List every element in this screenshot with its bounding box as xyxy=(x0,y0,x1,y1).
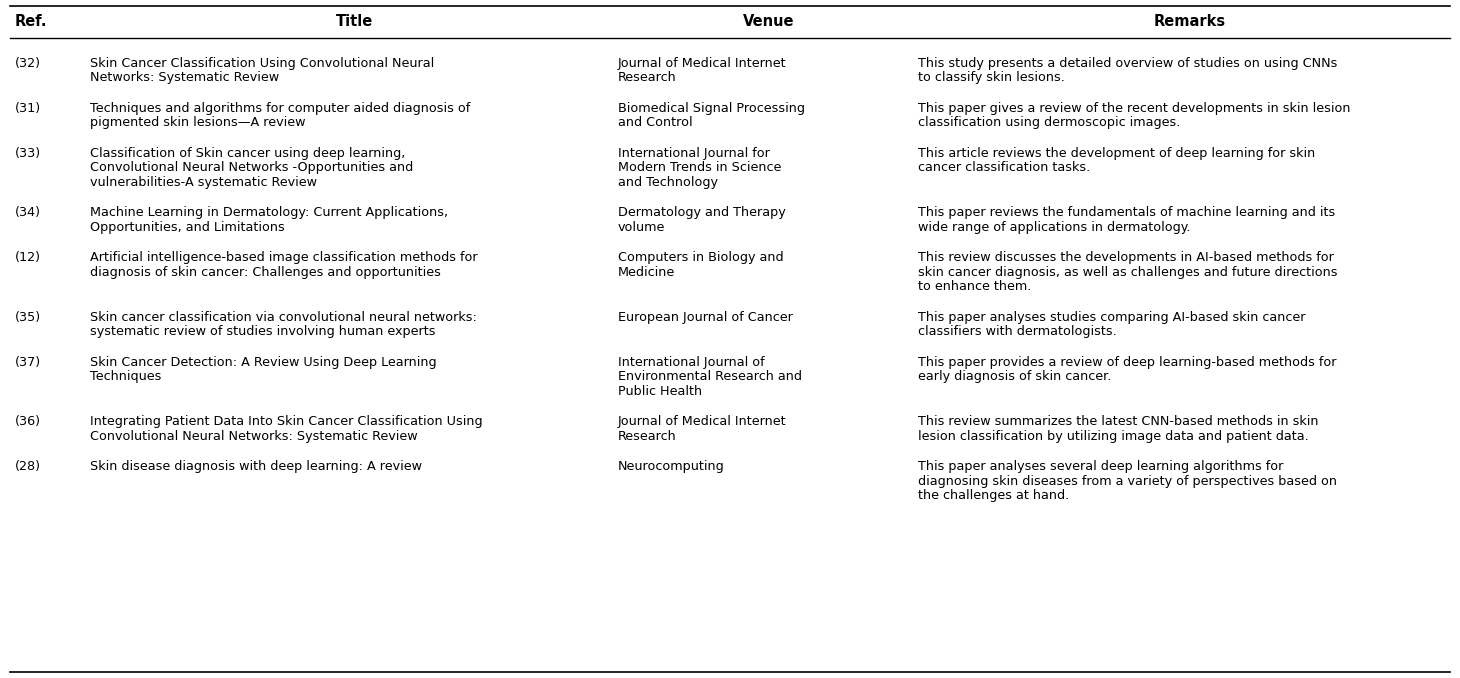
Text: and Control: and Control xyxy=(618,117,692,129)
Text: Remarks: Remarks xyxy=(1153,14,1226,30)
Text: (35): (35) xyxy=(15,311,41,324)
Text: early diagnosis of skin cancer.: early diagnosis of skin cancer. xyxy=(918,370,1111,383)
Text: (31): (31) xyxy=(15,102,41,115)
Text: Neurocomputing: Neurocomputing xyxy=(618,460,724,473)
Text: to classify skin lesions.: to classify skin lesions. xyxy=(918,71,1064,84)
Text: Medicine: Medicine xyxy=(618,266,675,279)
Text: This review summarizes the latest CNN-based methods in skin: This review summarizes the latest CNN-ba… xyxy=(918,416,1318,428)
Text: International Journal of: International Journal of xyxy=(618,356,765,369)
Text: (12): (12) xyxy=(15,252,41,264)
Text: Modern Trends in Science: Modern Trends in Science xyxy=(618,161,781,174)
Text: Biomedical Signal Processing: Biomedical Signal Processing xyxy=(618,102,804,115)
Text: Title: Title xyxy=(336,14,372,30)
Text: Public Health: Public Health xyxy=(618,385,702,398)
Text: Environmental Research and: Environmental Research and xyxy=(618,370,802,383)
Text: Journal of Medical Internet: Journal of Medical Internet xyxy=(618,416,787,428)
Text: pigmented skin lesions—A review: pigmented skin lesions—A review xyxy=(91,117,305,129)
Text: Convolutional Neural Networks: Systematic Review: Convolutional Neural Networks: Systemati… xyxy=(91,430,418,443)
Text: lesion classification by utilizing image data and patient data.: lesion classification by utilizing image… xyxy=(918,430,1308,443)
Text: Convolutional Neural Networks -Opportunities and: Convolutional Neural Networks -Opportuni… xyxy=(91,161,413,174)
Text: classification using dermoscopic images.: classification using dermoscopic images. xyxy=(918,117,1180,129)
Text: Ref.: Ref. xyxy=(15,14,48,30)
Text: Opportunities, and Limitations: Opportunities, and Limitations xyxy=(91,221,285,234)
Text: volume: volume xyxy=(618,221,666,234)
Text: Dermatology and Therapy: Dermatology and Therapy xyxy=(618,206,785,220)
Text: classifiers with dermatologists.: classifiers with dermatologists. xyxy=(918,325,1117,338)
Text: Techniques and algorithms for computer aided diagnosis of: Techniques and algorithms for computer a… xyxy=(91,102,470,115)
Text: Skin disease diagnosis with deep learning: A review: Skin disease diagnosis with deep learnin… xyxy=(91,460,422,473)
Text: Journal of Medical Internet: Journal of Medical Internet xyxy=(618,57,787,70)
Text: to enhance them.: to enhance them. xyxy=(918,281,1031,294)
Text: Research: Research xyxy=(618,71,677,84)
Text: This review discusses the developments in AI-based methods for: This review discusses the developments i… xyxy=(918,252,1334,264)
Text: Integrating Patient Data Into Skin Cancer Classification Using: Integrating Patient Data Into Skin Cance… xyxy=(91,416,483,428)
Text: Skin Cancer Classification Using Convolutional Neural: Skin Cancer Classification Using Convolu… xyxy=(91,57,434,70)
Text: International Journal for: International Journal for xyxy=(618,147,769,160)
Text: diagnosing skin diseases from a variety of perspectives based on: diagnosing skin diseases from a variety … xyxy=(918,475,1337,488)
Text: This paper gives a review of the recent developments in skin lesion: This paper gives a review of the recent … xyxy=(918,102,1350,115)
Text: Venue: Venue xyxy=(743,14,794,30)
Text: This paper analyses several deep learning algorithms for: This paper analyses several deep learnin… xyxy=(918,460,1283,473)
Text: Skin Cancer Detection: A Review Using Deep Learning: Skin Cancer Detection: A Review Using De… xyxy=(91,356,437,369)
Text: This study presents a detailed overview of studies on using CNNs: This study presents a detailed overview … xyxy=(918,57,1337,70)
Text: This paper reviews the fundamentals of machine learning and its: This paper reviews the fundamentals of m… xyxy=(918,206,1336,220)
Text: Techniques: Techniques xyxy=(91,370,162,383)
Text: (28): (28) xyxy=(15,460,41,473)
Text: (37): (37) xyxy=(15,356,41,369)
Text: (34): (34) xyxy=(15,206,41,220)
Text: This article reviews the development of deep learning for skin: This article reviews the development of … xyxy=(918,147,1315,160)
Text: skin cancer diagnosis, as well as challenges and future directions: skin cancer diagnosis, as well as challe… xyxy=(918,266,1337,279)
Text: (32): (32) xyxy=(15,57,41,70)
Text: European Journal of Cancer: European Journal of Cancer xyxy=(618,311,793,324)
Text: This paper provides a review of deep learning-based methods for: This paper provides a review of deep lea… xyxy=(918,356,1336,369)
Text: diagnosis of skin cancer: Challenges and opportunities: diagnosis of skin cancer: Challenges and… xyxy=(91,266,441,279)
Text: the challenges at hand.: the challenges at hand. xyxy=(918,490,1069,502)
Text: vulnerabilities-A systematic Review: vulnerabilities-A systematic Review xyxy=(91,176,317,189)
Text: Classification of Skin cancer using deep learning,: Classification of Skin cancer using deep… xyxy=(91,147,406,160)
Text: Machine Learning in Dermatology: Current Applications,: Machine Learning in Dermatology: Current… xyxy=(91,206,448,220)
Text: Artificial intelligence-based image classification methods for: Artificial intelligence-based image clas… xyxy=(91,252,477,264)
Text: This paper analyses studies comparing AI-based skin cancer: This paper analyses studies comparing AI… xyxy=(918,311,1305,324)
Text: Computers in Biology and: Computers in Biology and xyxy=(618,252,784,264)
Text: (36): (36) xyxy=(15,416,41,428)
Text: wide range of applications in dermatology.: wide range of applications in dermatolog… xyxy=(918,221,1190,234)
Text: systematic review of studies involving human experts: systematic review of studies involving h… xyxy=(91,325,435,338)
Text: and Technology: and Technology xyxy=(618,176,718,189)
Text: Research: Research xyxy=(618,430,677,443)
Text: cancer classification tasks.: cancer classification tasks. xyxy=(918,161,1091,174)
Text: Skin cancer classification via convolutional neural networks:: Skin cancer classification via convoluti… xyxy=(91,311,477,324)
Text: Networks: Systematic Review: Networks: Systematic Review xyxy=(91,71,279,84)
Text: (33): (33) xyxy=(15,147,41,160)
